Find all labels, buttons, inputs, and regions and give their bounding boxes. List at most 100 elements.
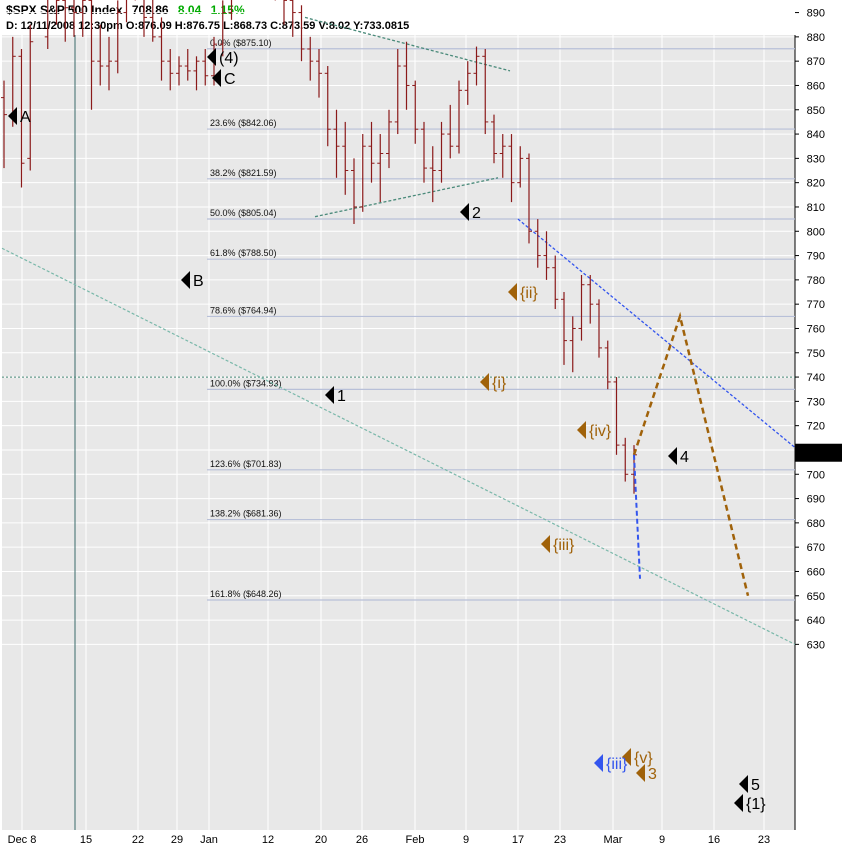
fib-level-label: 50.0% ($805.04) (210, 208, 277, 218)
wave-label: {ii} (520, 285, 538, 302)
y-tick-label: 860 (807, 80, 825, 92)
y-axis-background (795, 35, 842, 830)
wave-label: 2 (472, 205, 481, 222)
y-tick-label: 880 (807, 32, 825, 44)
y-tick-label: 890 (807, 8, 825, 20)
x-tick-label: Feb (406, 834, 425, 846)
wave-marker-icon (460, 203, 469, 221)
x-tick-label: 26 (356, 834, 368, 846)
fib-level-label: 100.0% ($734.93) (210, 378, 282, 388)
chart-header: $SPX S&P 500 Index 708.86 8.04 1.15% (6, 3, 245, 17)
wave-label: 3 (648, 766, 657, 783)
y-tick-label: 720 (807, 421, 825, 433)
y-tick-label: 640 (807, 615, 825, 627)
last-price: 708.86 (131, 3, 169, 17)
wave-label: {iii} (553, 537, 575, 554)
fib-level-label: 0.0% ($875.10) (210, 38, 272, 48)
wave-marker-icon (325, 386, 334, 404)
wave-marker-icon (734, 794, 743, 812)
wave-label: A (20, 109, 31, 126)
price-change-pct: 1.15% (210, 3, 245, 17)
fib-level-label: 138.2% ($681.36) (210, 509, 282, 519)
y-tick-label: 760 (807, 323, 825, 335)
x-tick-label: 15 (80, 834, 92, 846)
y-tick-label: 780 (807, 275, 825, 287)
wave-marker-icon (739, 775, 748, 793)
symbol-title: $SPX S&P 500 Index (6, 3, 123, 17)
x-tick-label: 12 (262, 834, 274, 846)
wave-label: (4) (219, 50, 239, 67)
wave-marker-icon (636, 764, 645, 782)
fib-level-label: 23.6% ($842.06) (210, 118, 277, 128)
wave-label: {i} (492, 375, 507, 392)
y-tick-label: 810 (807, 202, 825, 214)
wave-marker-icon (594, 754, 603, 772)
y-tick-label: 660 (807, 566, 825, 578)
y-tick-label: 820 (807, 178, 825, 190)
plot-background (2, 35, 795, 830)
wave-label: {iii} (606, 756, 628, 773)
wave-label: {iv} (589, 423, 612, 440)
x-tick-label: Mar (604, 834, 623, 846)
y-tick-label: 870 (807, 56, 825, 68)
fib-level-label: 61.8% ($788.50) (210, 248, 277, 258)
y-tick-label: 750 (807, 348, 825, 360)
y-tick-label: 670 (807, 542, 825, 554)
fib-level-label: 78.6% ($764.94) (210, 305, 277, 315)
y-tick-label: 690 (807, 494, 825, 506)
last-price-tag (795, 443, 842, 462)
y-tick-label: 630 (807, 639, 825, 651)
wave-label: 4 (680, 449, 689, 466)
long-lower-trendline (1, 247, 796, 645)
wave-marker-icon (668, 447, 677, 465)
y-tick-label: 700 (807, 469, 825, 481)
price-change: 8.04 (177, 3, 202, 17)
y-tick-label: 650 (807, 591, 825, 603)
wave-label: 5 (751, 777, 760, 794)
wave-marker-icon (541, 535, 550, 553)
x-tick-label: 9 (463, 834, 469, 846)
y-tick-label: 770 (807, 299, 825, 311)
wave-marker-icon (8, 107, 17, 125)
x-tick-label: Jan (200, 834, 218, 846)
y-tick-label: 800 (807, 226, 825, 238)
wave-marker-icon (622, 748, 631, 766)
fib-level-label: 123.6% ($701.83) (210, 459, 282, 469)
wave-marker-icon (480, 373, 489, 391)
y-tick-label: 850 (807, 105, 825, 117)
projection-path-blue (633, 454, 641, 579)
y-tick-label: 830 (807, 153, 825, 165)
y-tick-label: 680 (807, 518, 825, 530)
x-tick-label: 9 (659, 834, 665, 846)
x-tick-label: 22 (132, 834, 144, 846)
triangle-upper-trendline (304, 16, 511, 72)
wave-label: {1} (746, 796, 766, 813)
wave-marker-icon (212, 69, 221, 87)
triangle-lower-trendline (314, 177, 499, 218)
y-tick-label: 790 (807, 251, 825, 263)
last-price-tag-label: 708.86 (801, 448, 835, 460)
y-tick-label: 740 (807, 372, 825, 384)
wave-label: 1 (337, 388, 346, 405)
fib-level-label: 38.2% ($821.59) (210, 168, 277, 178)
wave-label: C (224, 71, 236, 88)
x-tick-label: Dec 8 (8, 834, 37, 846)
wave-marker-icon (181, 271, 190, 289)
fib-level-label: 161.8% ($648.26) (210, 589, 282, 599)
ohlc-info: D: 12/11/2008 12:30pm O:876.09 H:876.75 … (6, 20, 410, 32)
wave-marker-icon (577, 421, 586, 439)
x-tick-label: 23 (554, 834, 566, 846)
x-tick-label: 23 (758, 834, 770, 846)
wave-marker-icon (508, 283, 517, 301)
y-tick-label: 730 (807, 396, 825, 408)
x-tick-label: 29 (171, 834, 183, 846)
wave-label: B (193, 273, 204, 290)
projection-path-brown (632, 311, 750, 597)
wave-marker-icon (207, 48, 216, 66)
x-tick-label: 17 (512, 834, 524, 846)
x-tick-label: 16 (708, 834, 720, 846)
y-tick-label: 840 (807, 129, 825, 141)
wave-label: {v} (634, 750, 653, 767)
x-tick-label: 20 (315, 834, 327, 846)
